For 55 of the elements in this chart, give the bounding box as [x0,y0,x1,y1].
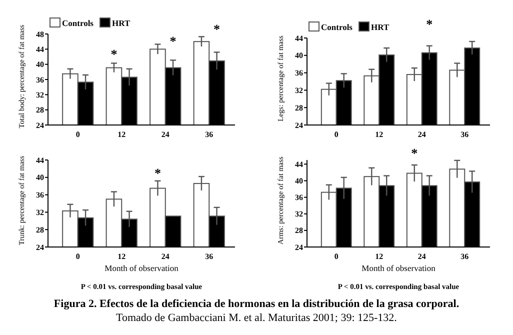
x-tick-label: 24 [161,130,170,139]
y-tick-label: 44 [295,160,303,169]
y-tick-label: 32 [36,208,44,217]
y-tick-label: 40 [295,51,303,60]
legend-label: Controls [62,18,94,28]
y-tick-label: 48 [36,30,44,39]
y-tick-label: 28 [36,225,44,234]
annotation: * [154,166,161,180]
x-tick-label: 0 [76,130,80,139]
x-tick-label: 24 [418,130,426,139]
y-tick-label: 44 [295,34,303,43]
y-tick-label: 36 [36,75,44,84]
text: * [426,16,433,32]
x-tick-label: 0 [334,130,338,139]
annotation: * [411,146,418,160]
y-tick-label: 40 [36,173,44,182]
y-tick-label: 36 [36,190,44,200]
y-tick-label: 44 [36,156,44,165]
x-tick-label: 36 [205,130,214,139]
y-tick-label: 40 [36,60,44,70]
legend-label: HRT [112,18,130,28]
y-tick-label: 40 [295,176,303,186]
y-tick-label: 32 [295,210,303,219]
annotation: * [110,46,118,62]
x-tick-label: 0 [76,252,80,261]
x-axis-title: Month of observation [362,263,436,273]
legend-label: Controls [321,22,354,32]
y-tick-label: 32 [36,90,44,100]
y-tick-label: 24 [36,242,44,252]
text: Figura 2. Efectos de la deficiencia de hormonas en la distribución de la grasa corporal. [54,298,460,310]
x-tick-label: 24 [418,252,426,261]
y-tick-label: 24 [295,242,303,252]
y-tick-label: 24 [36,120,44,130]
x-tick-label: 36 [205,252,214,261]
y-tick-label: 36 [295,68,303,78]
annotation: * [170,34,176,48]
x-tick-label: 36 [460,252,469,261]
y-tick-label: 36 [295,193,303,202]
x-tick-label: 0 [334,252,338,261]
y-tick-label: 24 [295,120,303,130]
x-tick-label: 36 [460,130,469,139]
y-tick-label: 44 [36,44,44,54]
x-tick-label: 12 [375,130,384,139]
legend-label: HRT [371,22,390,32]
x-tick-label: 24 [161,252,170,261]
y-tick-label: 32 [295,86,303,95]
x-tick-label: 12 [118,252,126,261]
x-tick-label: 12 [118,130,126,139]
annotation: * [214,22,220,36]
y-tick-label: 28 [36,106,44,115]
text: Tomado de Gambacciani M. et al. Maturitas 2001; 39: 125-132. [116,312,398,324]
x-axis-title: Month of observation [104,263,180,273]
y-tick-label: 28 [295,226,303,236]
x-tick-label: 12 [375,252,384,261]
y-tick-label: 28 [295,103,303,112]
